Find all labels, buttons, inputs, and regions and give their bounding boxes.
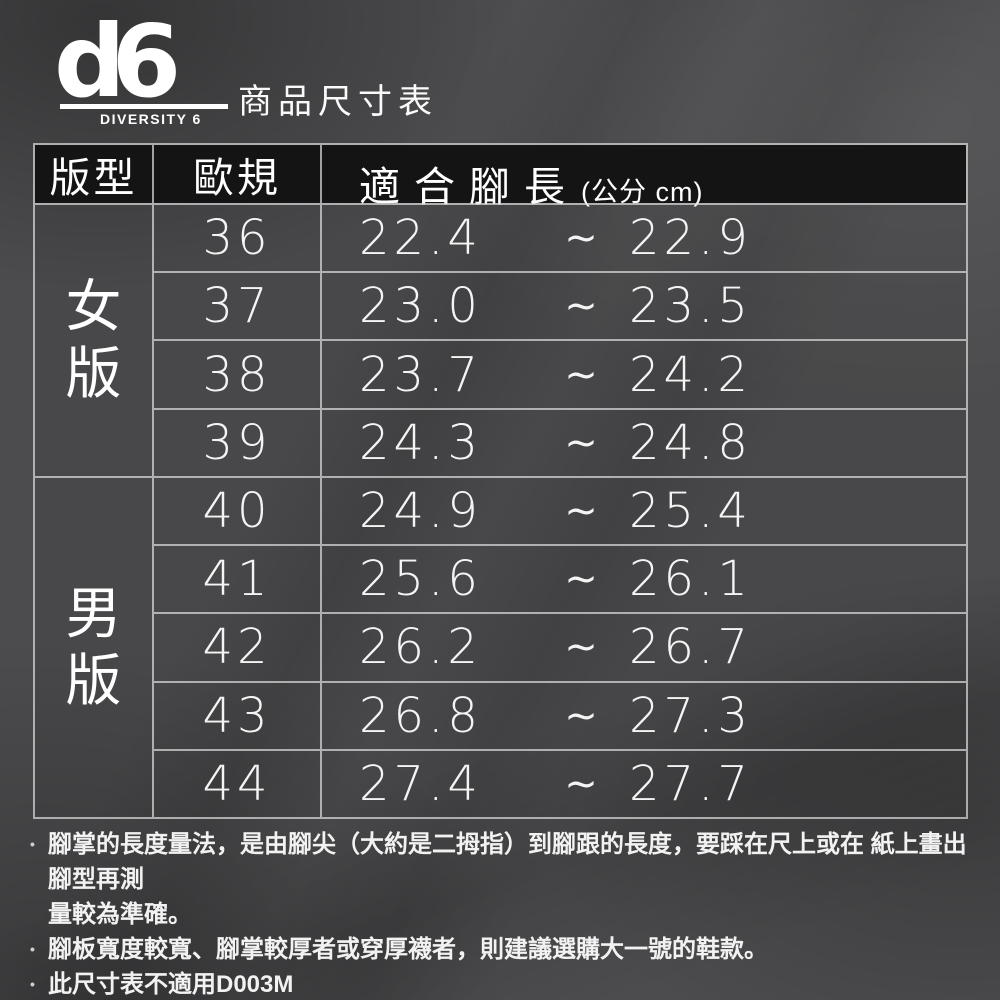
foot-length-cell: 26.2 ~ 26.7	[320, 612, 966, 681]
column-header-eu-label: 歐規	[193, 155, 281, 201]
eu-size-cell: 39	[152, 407, 320, 476]
foot-length-cell: 23.0 ~ 23.5	[320, 271, 966, 340]
eu-size-value: 38	[202, 346, 272, 403]
tilde-separator: ~	[564, 760, 598, 807]
eu-size-value: 36	[202, 210, 272, 267]
eu-size-value: 41	[202, 551, 272, 608]
foot-length-min: 24.3	[359, 414, 482, 471]
footnote-measure-method: • 腳掌的長度量法，是由腳尖（大約是二拇指）到腳跟的長度，要踩在尺上或在 紙上畫…	[27, 827, 977, 932]
eu-size-value: 42	[202, 619, 272, 676]
d6-logo-subtext: DIVERSITY 6	[100, 111, 202, 127]
tilde-separator: ~	[564, 556, 598, 603]
foot-length-cell: 25.6 ~ 26.1	[320, 544, 966, 613]
footnote-text: 此尺寸表不適用D003M	[48, 967, 977, 1002]
footnote-line: 此尺寸表不適用D003M	[48, 971, 294, 998]
tilde-separator: ~	[564, 624, 598, 671]
eu-size-value: 43	[202, 687, 272, 744]
size-table: 版型 歐規 適合腳長 (公分 cm) 女版 男版 36 22.4 ~ 22.9 …	[33, 143, 968, 819]
column-header-eu: 歐規	[152, 145, 320, 203]
foot-length-max: 27.3	[629, 687, 752, 744]
eu-size-cell: 37	[152, 271, 320, 340]
eu-size-value: 37	[202, 278, 272, 335]
tilde-separator: ~	[564, 419, 598, 466]
eu-size-cell: 44	[152, 748, 320, 817]
foot-length-max: 24.8	[629, 414, 752, 471]
footnote-line: 量較為準確。	[48, 901, 192, 928]
section-label-women: 女版	[35, 203, 152, 476]
footnotes: • 腳掌的長度量法，是由腳尖（大約是二拇指）到腳跟的長度，要踩在尺上或在 紙上畫…	[27, 827, 977, 1002]
foot-length-cell: 27.4 ~ 27.7	[320, 748, 966, 817]
foot-length-min: 26.8	[359, 687, 482, 744]
foot-length-min: 22.4	[359, 210, 482, 267]
eu-size-cell: 40	[152, 475, 320, 545]
footnote-text: 腳板寬度較寬、腳掌較厚者或穿厚襪者，則建議選購大一號的鞋款。	[48, 932, 977, 967]
foot-length-min: 27.4	[359, 755, 482, 812]
eu-size-cell: 38	[152, 339, 320, 408]
tilde-separator: ~	[564, 283, 598, 330]
eu-size-value: 44	[202, 755, 272, 812]
foot-length-cell: 24.9 ~ 25.4	[320, 475, 966, 545]
section-label-women-text: 女版	[65, 275, 122, 406]
eu-size-value: 40	[202, 482, 272, 539]
footnote-line: 腳板寬度較寬、腳掌較厚者或穿厚襪者，則建議選購大一號的鞋款。	[48, 936, 768, 963]
foot-length-min: 25.6	[359, 551, 482, 608]
d6-logo-text: d6	[54, 3, 181, 120]
foot-length-max: 24.2	[629, 346, 752, 403]
footnote-text: 腳掌的長度量法，是由腳尖（大約是二拇指）到腳跟的長度，要踩在尺上或在 紙上畫出腳…	[48, 827, 977, 932]
bullet-icon: •	[30, 976, 35, 992]
footnote-not-applicable: • 此尺寸表不適用D003M	[27, 967, 977, 1002]
foot-length-max: 23.5	[629, 278, 752, 335]
foot-length-max: 27.7	[629, 755, 752, 812]
foot-length-min: 24.9	[359, 482, 482, 539]
tilde-separator: ~	[564, 351, 598, 398]
foot-length-max: 25.4	[629, 482, 752, 539]
eu-size-cell: 41	[152, 544, 320, 613]
foot-length-cell: 23.7 ~ 24.2	[320, 339, 966, 408]
logo-underline	[60, 104, 228, 109]
section-label-men-text: 男版	[65, 582, 122, 713]
eu-size-cell: 42	[152, 612, 320, 681]
column-header-length: 適合腳長 (公分 cm)	[320, 145, 966, 210]
column-header-length-label: 適合腳長	[359, 164, 579, 210]
foot-length-max: 26.7	[629, 619, 752, 676]
foot-length-max: 22.9	[629, 210, 752, 267]
foot-length-max: 26.1	[629, 551, 752, 608]
footnote-line: 腳掌的長度量法，是由腳尖（大約是二拇指）到腳跟的長度，要踩在尺上或在 紙上畫出腳…	[48, 831, 967, 893]
page-title: 商品尺寸表	[238, 83, 438, 121]
column-header-length-unit: (公分 cm)	[581, 177, 704, 207]
foot-length-min: 23.0	[359, 278, 482, 335]
foot-length-min: 26.2	[359, 619, 482, 676]
section-label-men: 男版	[35, 475, 152, 817]
tilde-separator: ~	[564, 692, 598, 739]
eu-size-value: 39	[202, 414, 272, 471]
foot-length-min: 23.7	[359, 346, 482, 403]
column-header-type-label: 版型	[49, 155, 138, 201]
bullet-icon: •	[30, 836, 35, 852]
bullet-icon: •	[30, 941, 35, 957]
foot-length-cell: 24.3 ~ 24.8	[320, 407, 966, 476]
tilde-separator: ~	[564, 215, 598, 262]
column-header-type: 版型	[35, 145, 152, 203]
eu-size-cell: 43	[152, 680, 320, 749]
eu-size-cell: 36	[152, 203, 320, 272]
tilde-separator: ~	[564, 487, 598, 534]
foot-length-cell: 26.8 ~ 27.3	[320, 680, 966, 749]
foot-length-cell: 22.4 ~ 22.9	[320, 203, 966, 272]
footnote-wide-feet: • 腳板寬度較寬、腳掌較厚者或穿厚襪者，則建議選購大一號的鞋款。	[27, 932, 977, 967]
